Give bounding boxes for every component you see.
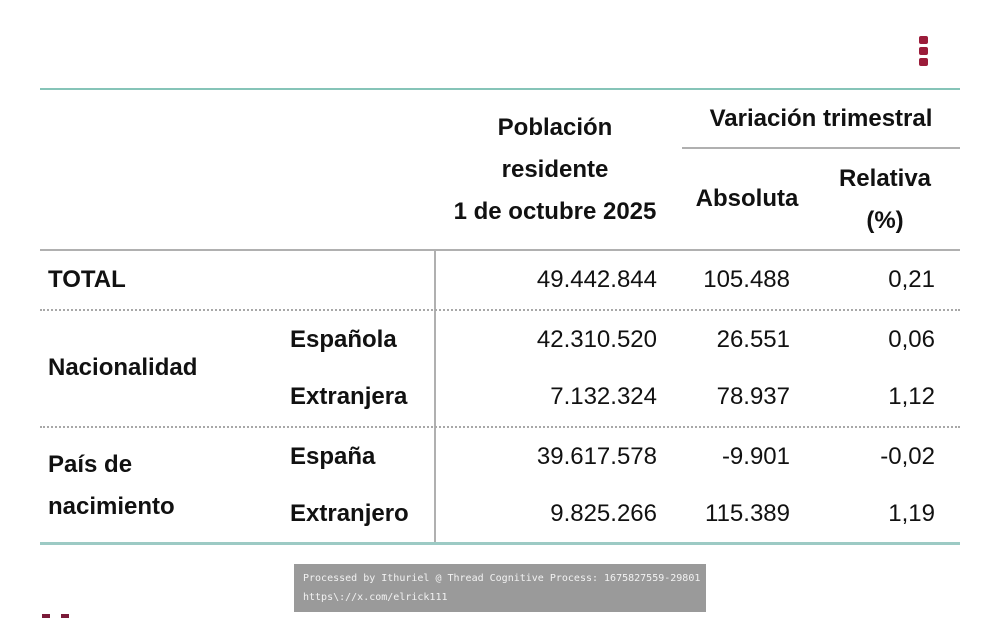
header-variacion-trimestral: Variación trimestral bbox=[709, 105, 933, 132]
cell-poblacion: 42.310.520 bbox=[536, 326, 657, 353]
header-subrule bbox=[682, 147, 960, 149]
cell-relativa: -0,02 bbox=[880, 443, 935, 470]
cell-poblacion: 39.617.578 bbox=[536, 443, 657, 470]
footer-mark bbox=[42, 614, 69, 618]
header-relativa-line1: Relativa bbox=[838, 165, 932, 192]
watermark-overlay: Processed by Ithuriel @ Thread Cognitive… bbox=[294, 564, 706, 612]
cell-poblacion: 49.442.844 bbox=[536, 266, 657, 293]
footer-dash-icon bbox=[61, 614, 69, 618]
row-label: Extranjero bbox=[290, 500, 409, 527]
cell-poblacion: 9.825.266 bbox=[550, 500, 657, 527]
more-options-menu[interactable] bbox=[919, 36, 929, 66]
table-bottom-rule bbox=[40, 542, 960, 545]
row-label: Española bbox=[290, 326, 397, 353]
watermark-line2: https\://x.com/elrick111 bbox=[303, 592, 448, 603]
cell-absoluta: 26.551 bbox=[716, 326, 790, 353]
watermark-line1: Processed by Ithuriel @ Thread Cognitive… bbox=[303, 573, 701, 584]
header-poblacion-line3: 1 de octubre 2025 bbox=[453, 198, 657, 225]
cell-absoluta: 105.488 bbox=[703, 266, 790, 293]
footer-dash-icon bbox=[42, 614, 50, 618]
cell-absoluta: 78.937 bbox=[716, 383, 790, 410]
column-divider bbox=[434, 250, 436, 542]
kebab-menu-icon bbox=[919, 36, 928, 44]
cell-poblacion: 7.132.324 bbox=[550, 383, 657, 410]
cell-relativa: 0,21 bbox=[888, 266, 935, 293]
row-separator bbox=[40, 309, 960, 311]
cell-absoluta: 115.389 bbox=[705, 500, 790, 527]
header-poblacion-line1: Población bbox=[497, 114, 613, 141]
cell-relativa: 1,12 bbox=[888, 383, 935, 410]
table-top-rule bbox=[40, 88, 960, 90]
row-label: Extranjera bbox=[290, 383, 408, 410]
header-rule bbox=[40, 249, 960, 251]
row-label: España bbox=[290, 443, 376, 470]
kebab-menu-icon-dot bbox=[919, 47, 928, 55]
row-label-total: TOTAL bbox=[48, 266, 126, 293]
header-absoluta: Absoluta bbox=[695, 185, 799, 212]
group-label-pais-line1: País de bbox=[48, 451, 133, 478]
cell-absoluta: -9.901 bbox=[721, 443, 790, 470]
header-poblacion-line2: residente bbox=[501, 156, 609, 183]
cell-relativa: 0,06 bbox=[888, 326, 935, 353]
group-label-pais-line2: nacimiento bbox=[48, 493, 175, 520]
cell-relativa: 1,19 bbox=[888, 500, 935, 527]
header-relativa-line2: (%) bbox=[866, 207, 904, 234]
row-separator bbox=[40, 426, 960, 428]
kebab-menu-icon-dot bbox=[919, 58, 928, 66]
group-label-nacionalidad: Nacionalidad bbox=[48, 354, 198, 381]
